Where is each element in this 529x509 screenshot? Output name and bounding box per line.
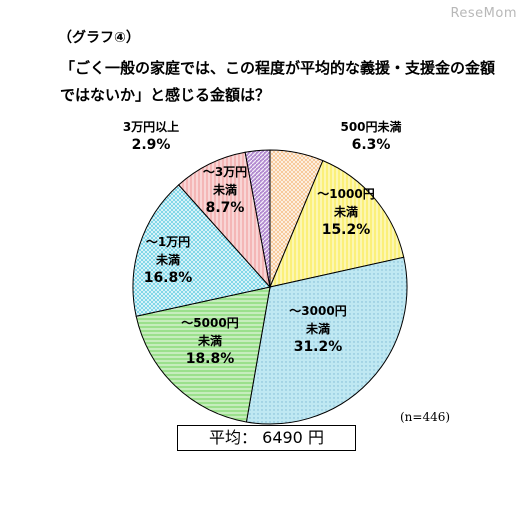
average-value: 6490 — [262, 428, 303, 447]
slice-category: 未満 — [212, 182, 237, 197]
slice-value: 6.3% — [352, 137, 391, 153]
slice-category: 未満 — [305, 321, 330, 336]
pie-slice — [244, 149, 271, 288]
average-box: 平均： 6490 円 — [177, 425, 356, 451]
slice-category: ～3万円 — [203, 165, 247, 179]
slice-category: 未満 — [155, 252, 180, 267]
watermark-logo: ReseMom — [450, 6, 517, 21]
slice-value: 15.2% — [322, 222, 371, 238]
slice-category: ～3000円 — [289, 304, 346, 318]
slice-category: 未満 — [197, 333, 222, 348]
chart-title: 「ごく一般の家庭では、この程度が平均的な義援・支援金の金額ではないか」と感じる金… — [60, 59, 496, 104]
slice-category: 3万円以上 — [123, 119, 179, 134]
pie-slice — [245, 256, 408, 425]
slice-category: 未満 — [333, 204, 358, 219]
slice-value: 2.9% — [132, 137, 171, 153]
pie-slice — [132, 184, 271, 317]
average-unit: 円 — [307, 428, 324, 447]
pie-slice — [269, 159, 405, 288]
average-separator: ： — [241, 428, 258, 447]
sample-size-note: (n=446) — [400, 410, 451, 424]
slice-category: 500円未満 — [340, 119, 401, 134]
slice-value: 18.8% — [186, 351, 235, 367]
slice-value: 16.8% — [144, 270, 193, 286]
slice-value: 8.7% — [206, 200, 245, 216]
slice-category: ～1万円 — [146, 235, 190, 249]
slice-label: 500円未満 6.3% — [340, 119, 401, 153]
pie-slice — [135, 286, 271, 423]
slice-category: ～5000円 — [181, 316, 238, 330]
slice-value: 31.2% — [294, 339, 343, 355]
slice-category: ～1000円 — [317, 187, 374, 201]
slice-label: 3万円以上 2.9% — [123, 119, 179, 153]
average-label: 平均 — [209, 428, 242, 447]
figure-caption: （グラフ④） — [58, 30, 140, 46]
